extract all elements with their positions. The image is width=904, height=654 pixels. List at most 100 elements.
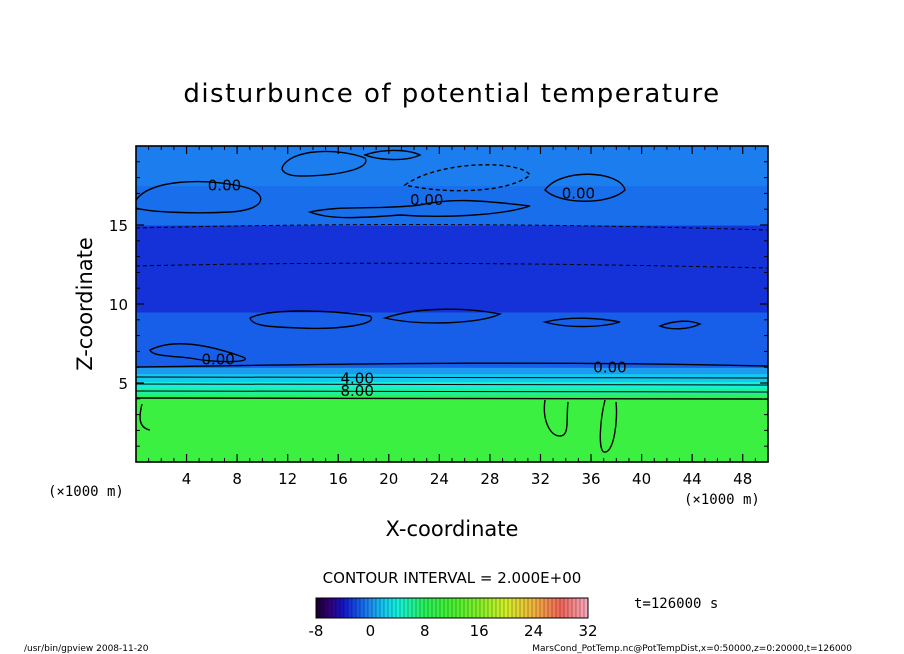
field-band-7 xyxy=(136,225,768,313)
x-tick-label: 48 xyxy=(733,470,752,488)
colorbar-cell xyxy=(567,597,573,619)
x-tick-label: 16 xyxy=(329,470,348,488)
colorbar-cell xyxy=(415,597,421,619)
x-axis: 4 8 12 16 20 24 28 32 36 40 44 48 xyxy=(148,146,756,488)
colorbar-cell xyxy=(507,597,513,619)
field-band-8 xyxy=(136,185,768,226)
y-tick-label: 15 xyxy=(109,217,128,235)
x-tick-label: 32 xyxy=(531,470,550,488)
colorbar-cell xyxy=(351,597,357,619)
field-band-1 xyxy=(136,394,768,400)
contour-label: 0.00 xyxy=(201,350,234,368)
field-band-5 xyxy=(136,367,768,375)
contour-label: 0.00 xyxy=(562,185,595,203)
colorbar-cell xyxy=(395,597,401,619)
colorbar-cell xyxy=(339,597,345,619)
colorbar-cell xyxy=(531,597,537,619)
x-tick-label: 40 xyxy=(632,470,651,488)
colorbar-cell xyxy=(487,597,493,619)
colorbar-cell xyxy=(499,597,505,619)
field-band-6 xyxy=(136,311,768,368)
colorbar-cell xyxy=(407,597,413,619)
colorbar-frame xyxy=(315,597,589,619)
contour-label: 0.00 xyxy=(593,358,626,376)
x-tick-label: 20 xyxy=(379,470,398,488)
x-tick-label: 44 xyxy=(683,470,702,488)
x-tick-label: 4 xyxy=(182,470,192,488)
colorbar: -8 0 8 16 24 32 xyxy=(309,597,598,640)
colorbar-cell xyxy=(575,597,581,619)
y-tick-label: 5 xyxy=(118,375,128,393)
x-tick-label: 24 xyxy=(430,470,449,488)
colorbar-cell xyxy=(455,597,461,619)
colorbar-cell xyxy=(451,597,457,619)
contour-label: 4.00 xyxy=(340,369,373,387)
contour-interval: CONTOUR INTERVAL = 2.000E+00 xyxy=(323,569,582,587)
colorbar-cell xyxy=(515,597,521,619)
y-axis-label: Z-coordinate xyxy=(73,237,97,371)
colorbar-cell xyxy=(523,597,529,619)
chart-title: disturbunce of potential temperature xyxy=(183,79,720,109)
colorbar-cell xyxy=(371,597,377,619)
x-tick-label: 28 xyxy=(480,470,499,488)
colorbar-cell xyxy=(419,597,425,619)
colorbar-cell xyxy=(539,597,545,619)
y-tick-label: 10 xyxy=(109,296,128,314)
colorbar-cell xyxy=(411,597,417,619)
x-tick-label: 12 xyxy=(278,470,297,488)
colorbar-cell xyxy=(535,597,541,619)
colorbar-cell xyxy=(431,597,437,619)
colorbar-tick-label: 0 xyxy=(366,622,376,640)
x-tick-label: 36 xyxy=(581,470,600,488)
colorbar-cell xyxy=(347,597,353,619)
colorbar-cell xyxy=(527,597,533,619)
footer-right: MarsCond_PotTemp.nc@PotTempDist,x=0:5000… xyxy=(532,644,852,654)
colorbar-cell xyxy=(511,597,517,619)
colorbar-cell xyxy=(383,597,389,619)
colorbar-cell xyxy=(475,597,481,619)
colorbar-cell xyxy=(555,597,561,619)
plot-area: 0.000.00 0.000.00 0.004.008.00 4 8 12 16 20 24 2… xyxy=(109,145,769,488)
contour-label: 0.00 xyxy=(410,191,443,209)
colorbar-cell xyxy=(355,597,361,619)
field-band-9 xyxy=(136,146,768,187)
colorbar-cell xyxy=(315,597,321,619)
colorbar-cell xyxy=(447,597,453,619)
colorbar-cell xyxy=(563,597,569,619)
colorbar-cell xyxy=(547,597,553,619)
y-axis: 5 10 15 xyxy=(109,161,768,447)
colorbar-cell xyxy=(491,597,497,619)
colorbar-cell xyxy=(483,597,489,619)
colorbar-cell xyxy=(343,597,349,619)
colorbar-cell xyxy=(327,597,333,619)
colorbar-cell xyxy=(443,597,449,619)
colorbar-cell xyxy=(479,597,485,619)
colorbar-cell xyxy=(319,597,325,619)
x-unit-left: (×1000 m) xyxy=(48,484,124,500)
colorbar-cell xyxy=(439,597,445,619)
colorbar-cell xyxy=(367,597,373,619)
colorbar-cell xyxy=(391,597,397,619)
colorbar-cell xyxy=(359,597,365,619)
colorbar-cell xyxy=(495,597,501,619)
colorbar-cell xyxy=(403,597,409,619)
colorbar-cell xyxy=(543,597,549,619)
colorbar-tick-label: -8 xyxy=(309,622,324,640)
colorbar-cell xyxy=(379,597,385,619)
contour-labels: 0.00 0.00 0.00 0.00 0.00 4.008.00 xyxy=(201,177,626,400)
contour-label: 0.00 xyxy=(208,177,241,195)
colorbar-cell xyxy=(363,597,369,619)
x-tick-label: 8 xyxy=(232,470,242,488)
colorbar-cell xyxy=(375,597,381,619)
colorbar-cell xyxy=(387,597,393,619)
colorbar-tick-label: 32 xyxy=(578,622,597,640)
colorbar-cell xyxy=(331,597,337,619)
time-label: t=126000 s xyxy=(634,596,718,612)
colorbar-tick-label: 24 xyxy=(524,622,543,640)
footer-left: /usr/bin/gpview 2008-11-20 xyxy=(24,644,149,654)
colorbar-cell xyxy=(467,597,473,619)
colorbar-cell xyxy=(323,597,329,619)
field-band-0 xyxy=(136,398,768,462)
colorbar-cell xyxy=(571,597,577,619)
